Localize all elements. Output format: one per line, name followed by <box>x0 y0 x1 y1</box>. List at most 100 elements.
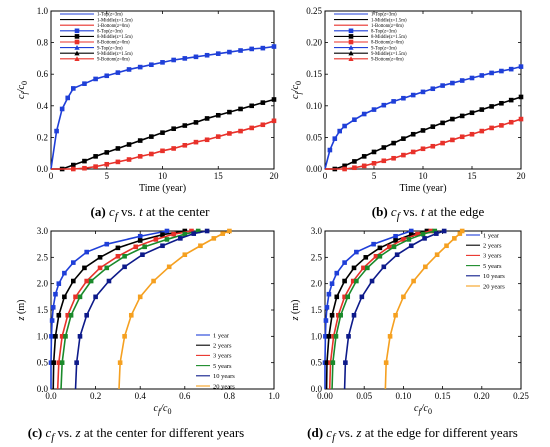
data-point <box>62 294 67 300</box>
data-point <box>324 305 330 310</box>
data-point <box>227 49 232 55</box>
x-tick-label: 0.00 <box>317 391 333 401</box>
series-0 <box>322 228 414 389</box>
x-tick-label: 0.10 <box>396 391 412 401</box>
legend-label: 9-Middle(z=1.5m) <box>97 52 133 57</box>
legend-item: 5 years <box>466 263 502 270</box>
data-point <box>48 360 54 365</box>
y-tick-label: 2.5 <box>37 252 49 262</box>
data-point <box>450 80 455 86</box>
data-point <box>84 249 89 255</box>
data-point <box>215 134 221 139</box>
legend-item: 8-Top(z=3m) <box>60 28 123 34</box>
legend-label: 9-Middle(z=1.5m) <box>371 52 407 57</box>
data-point <box>328 360 333 365</box>
y-tick-label: 2.5 <box>311 252 323 262</box>
data-point <box>171 126 176 132</box>
data-point <box>329 312 335 318</box>
data-point <box>220 231 226 236</box>
data-point <box>137 154 143 159</box>
legend-item: 9-Middle(z=1.5m) <box>334 50 407 57</box>
data-point <box>74 360 79 365</box>
data-point <box>137 294 143 300</box>
data-point <box>215 51 221 56</box>
data-point <box>373 253 379 259</box>
legend-label: 20 years <box>483 283 505 290</box>
data-point <box>393 238 398 243</box>
x-tick-label: 0.15 <box>435 391 451 401</box>
data-point <box>128 312 134 318</box>
data-point <box>204 137 210 143</box>
data-point <box>434 252 440 257</box>
data-point <box>333 334 339 339</box>
caption-d: (d) cf vs. z at the edge for different y… <box>275 425 550 444</box>
data-point <box>420 128 426 133</box>
data-point <box>345 294 351 300</box>
data-point <box>326 291 332 297</box>
panel-d: 0.00 0.05 0.10 0.15 0.20 0.25 0.0 0.5 1.0 1.5 2.0 2… <box>290 226 529 416</box>
data-point <box>323 318 329 323</box>
data-point <box>323 334 328 339</box>
data-point <box>499 100 504 106</box>
legend-item: 8-Middle(z=1.5m) <box>60 34 133 40</box>
data-point <box>238 128 243 134</box>
series-1 <box>325 94 524 172</box>
legend-marker <box>74 39 80 45</box>
data-point <box>160 243 165 249</box>
caption-d-sym2: z <box>356 425 362 440</box>
legend-item: 1 year <box>466 232 500 239</box>
data-point <box>342 278 347 284</box>
data-point <box>117 360 123 365</box>
data-point <box>56 312 62 318</box>
legend-item: 1-Bottom(z=0m) <box>60 24 130 29</box>
data-point <box>56 281 62 286</box>
legend-item: 9-Top(z=3m) <box>60 45 123 51</box>
y-tick-label: 1.0 <box>311 331 323 341</box>
legend-marker <box>74 34 80 39</box>
series-0 <box>50 44 277 170</box>
data-point <box>249 103 254 109</box>
x-tick-label: 0.05 <box>356 391 372 401</box>
data-point <box>215 112 221 118</box>
legend-item: 2 years <box>196 342 232 349</box>
series-line <box>343 230 445 390</box>
data-point <box>97 265 103 271</box>
data-point <box>137 238 143 243</box>
y-tick-label: 0.25 <box>306 6 322 16</box>
legend-marker <box>348 45 354 50</box>
y-tick-label: 0.5 <box>311 358 323 368</box>
caption-b-rest: at the edge <box>424 204 485 219</box>
data-point <box>82 158 87 164</box>
data-point <box>377 245 383 251</box>
data-point <box>336 312 341 318</box>
data-point <box>408 228 414 234</box>
legend-item: 5 years <box>196 363 232 370</box>
legend-item: 1-Middle(z=1.5m) <box>334 18 407 23</box>
data-point <box>415 231 420 237</box>
data-point <box>371 241 376 247</box>
data-point <box>327 147 333 153</box>
data-point <box>518 116 524 122</box>
y-axis-label: cf/c0 <box>290 81 303 99</box>
data-point <box>126 157 132 162</box>
data-point <box>260 122 266 128</box>
data-point <box>238 106 243 112</box>
data-point <box>383 360 389 365</box>
data-point <box>182 56 188 61</box>
data-point <box>430 124 436 129</box>
legend-label: 1 year <box>213 332 230 339</box>
data-point <box>342 294 347 300</box>
legend-item: 3 years <box>196 353 232 360</box>
x-tick-label: 0.25 <box>513 391 529 401</box>
data-point <box>489 125 494 131</box>
data-point <box>271 97 277 102</box>
data-point <box>365 265 370 271</box>
data-point <box>249 125 254 131</box>
data-point <box>104 161 110 167</box>
data-point <box>363 255 369 260</box>
data-point <box>227 228 232 234</box>
data-point <box>361 265 366 271</box>
data-point <box>423 264 428 270</box>
data-point <box>82 265 87 271</box>
